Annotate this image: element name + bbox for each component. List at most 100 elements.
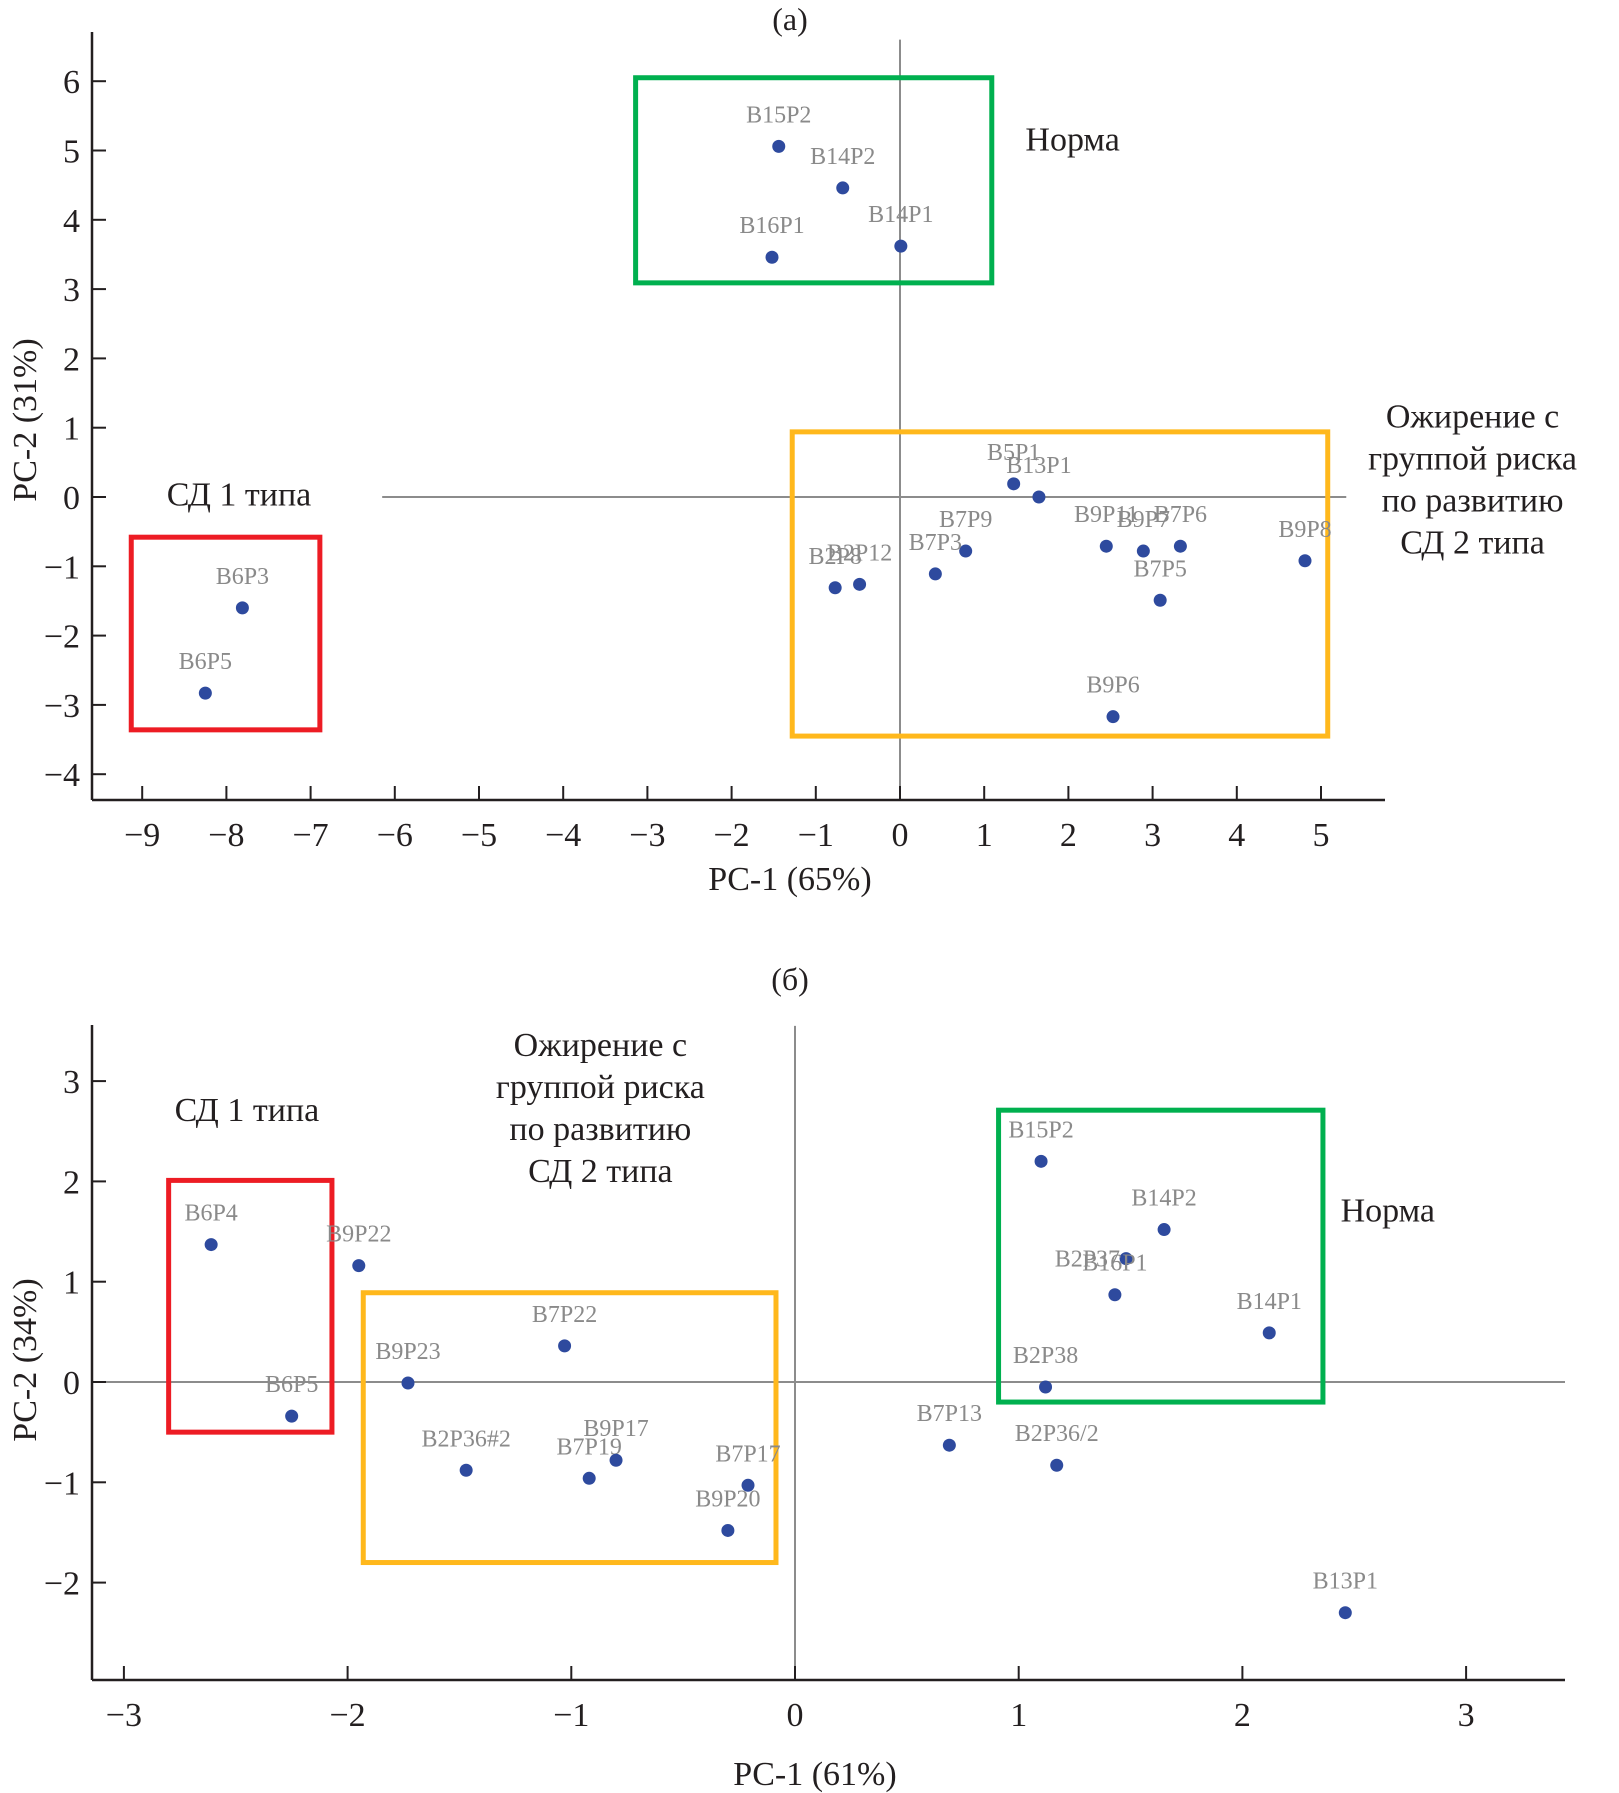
panel-a-group-label: группой риска [1368,441,1577,478]
data-point-b2p362 [1050,1458,1064,1472]
data-point-b7p13 [942,1438,956,1452]
data-point-label: B2P12 [827,540,892,566]
data-point-label: B7P19 [557,1434,622,1460]
panel-a-x-tick-label: −9 [124,817,160,854]
data-point-label: B7P13 [917,1401,982,1427]
panel-a-y-tick-label: −1 [44,549,80,586]
data-point-label: B15P2 [746,102,811,128]
panel-b-group-box-norm [996,1107,1326,1405]
data-point-b6p5 [285,1409,299,1423]
data-point-label: B9P7 [1117,507,1170,533]
panel-a-y-tick-label: 5 [63,134,80,171]
panel-b-x-tick-label: 1 [1010,1697,1027,1734]
data-point-b7p3 [928,567,942,581]
panel-a-y-tick-label: 3 [63,272,80,309]
panel-a-y-tick-label: 2 [63,341,80,378]
panel-a-group-label: по развитию [1382,483,1564,520]
data-point-label: B9P6 [1086,673,1139,699]
data-point-b14p1 [894,239,908,253]
data-point-label: B5P1 [987,440,1040,466]
data-point-label: B2P37 [1055,1247,1120,1273]
data-point-label: B7P9 [939,507,992,533]
panel-a-group-label: Ожирение с [1386,399,1559,436]
panel-a-y-tick-label: 6 [63,64,80,101]
panel-a-x-tick-label: −3 [629,817,665,854]
panel-a-x-tick-label: −2 [714,817,750,854]
data-point-b14p2 [1157,1223,1171,1237]
panel-a-x-tick-label: −6 [377,817,413,854]
panel-b-pca-scatter: (б) −3 −2 −1 0 1 2 3 −2 −1 0 1 2 3 B6P4 B9P22 B6P5 B9P2… [7,961,1565,1793]
data-point-label: B16P1 [1082,1251,1147,1277]
panel-b-y-tick-label: −1 [44,1465,80,1502]
panel-a-y-tick-label: −4 [44,757,80,794]
panel-a-x-tick-label: 4 [1228,817,1245,854]
data-point-b13p1 [1032,490,1046,504]
panel-b-x-tick-label: 3 [1458,1697,1475,1734]
data-point-b16p1 [1108,1288,1122,1302]
panel-b-y-tick-label: 3 [63,1064,80,1101]
data-point-b9p20 [721,1523,735,1537]
panel-a-group-labels: Норма СД 1 типа Ожирение с группой риска по … [167,122,1577,562]
data-point-b2p362 [459,1463,473,1477]
panel-b-title: (б) [771,961,809,997]
panel-b-y-tick-label: 2 [63,1164,80,1201]
data-point-label: B9P20 [695,1486,760,1512]
panel-a-y-tick-label: 0 [63,480,80,517]
data-point-label: B7P17 [715,1441,780,1467]
panel-a-y-tick-label: −2 [44,619,80,656]
panel-a-pca-scatter: (a) −9 −8 −7 −6 −5 −4 −3 −2 −1 0 1 2 3 4 5 −4 −3 −2 −1 0 1 2 3… [7,1,1577,898]
data-point-label: B13P1 [1313,1569,1378,1595]
data-point-b14p2 [836,181,850,195]
data-point-label: B14P2 [1131,1186,1196,1212]
data-point-b7p6 [1173,539,1187,553]
data-point-b5p1 [1007,477,1021,491]
panel-b-x-axis-title: PC-1 (61%) [733,1756,896,1793]
data-point-label: B14P1 [1237,1289,1302,1315]
data-point-label: B16P1 [739,213,804,239]
data-point-b9p11 [1099,539,1113,553]
panel-a-title: (a) [772,1,808,37]
data-point-label: B6P5 [179,649,232,675]
data-point-b9p22 [352,1259,366,1273]
data-point-b15p2 [1034,1154,1048,1168]
data-point-label: B2P8 [808,544,861,570]
data-point-b7p9 [959,544,973,558]
panel-b-x-tick-label: 2 [1234,1697,1251,1734]
panel-a-x-tick-label: 5 [1313,817,1330,854]
data-point-label: B7P6 [1154,502,1207,528]
panel-a-zero-lines [382,39,1347,800]
panel-b-x-tick-label: −3 [106,1697,142,1734]
data-point-label: B6P3 [216,564,269,590]
panel-b-group-box-t1d [166,1177,335,1435]
panel-a-x-tick-label: 0 [892,817,909,854]
data-point-b2p8 [828,581,842,595]
panel-a-x-tick-label: 1 [976,817,993,854]
data-point-label: B7P22 [532,1302,597,1328]
data-point-label: B15P2 [1008,1117,1073,1143]
panel-a-group-boxes [128,75,1331,739]
panel-a-x-axis-title: PC-1 (65%) [708,861,871,898]
panel-a-y-tick-label: 1 [63,411,80,448]
data-point-label: B9P8 [1278,517,1331,543]
panel-a-group-box-obesity [789,429,1331,739]
panel-b-x-tick-label: −2 [330,1697,366,1734]
panel-b-group-boxes [166,1107,1326,1566]
panel-a-x-tick-label: −7 [293,817,329,854]
panel-a-x-tick-label: 3 [1144,817,1161,854]
data-point-label: B9P22 [326,1222,391,1248]
panel-a-group-box-norm [633,75,995,286]
data-point-label: B13P1 [1006,453,1071,479]
data-point-label: B9P23 [375,1339,440,1365]
panel-a-x-tick-label: −4 [545,817,581,854]
panel-a-x-tick-label: 2 [1060,817,1077,854]
data-point-label: B2P36#2 [421,1426,510,1452]
panel-b-x-tick-label: 0 [787,1697,804,1734]
panel-a-y-tick-label: 4 [63,203,80,240]
data-point-b13p1 [1338,1606,1352,1620]
panel-b-y-tick-label: −2 [44,1566,80,1603]
data-point-b2p37 [1119,1252,1133,1266]
data-point-label: B6P4 [184,1201,237,1227]
panel-a-group-label: СД 2 типа [1400,525,1545,562]
